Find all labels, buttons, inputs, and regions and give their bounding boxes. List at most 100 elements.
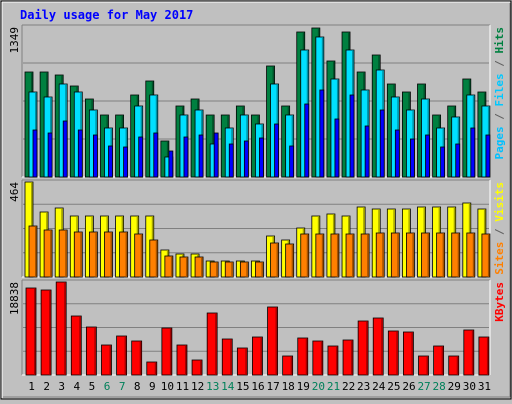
bar-shade-sites-day-4: [80, 233, 82, 277]
bar-sites-day-17: [270, 242, 279, 278]
x-tick-label-18: 18: [282, 380, 295, 393]
bar-sites-day-5: [88, 231, 98, 278]
bar-shade-kbytes-day-5: [94, 328, 96, 375]
legend-entry-1: /: [493, 107, 506, 127]
bar-shade-sites-day-8: [140, 235, 143, 277]
bar-shade-sites-day-31: [487, 235, 490, 277]
bar-pages-day-22: [349, 94, 355, 178]
legend-entry-2: Files: [493, 73, 506, 106]
bar-sites-day-21: [330, 233, 340, 278]
bar-shade-kbytes-day-3: [64, 283, 66, 375]
bar-shade-sites-day-22: [352, 235, 354, 277]
x-tick-label-27: 27: [417, 380, 430, 393]
series-sites: [28, 225, 491, 278]
bar-kbytes-day-26: [403, 331, 414, 376]
bar-sites-day-13: [209, 261, 219, 278]
bar-shade-kbytes-day-25: [396, 332, 398, 375]
bar-pages-day-20: [319, 89, 325, 178]
bar-shade-kbytes-day-13: [215, 314, 217, 375]
bar-kbytes-day-8: [131, 340, 143, 376]
series-legend: KBytes: [493, 282, 506, 322]
bar-pages-day-12: [198, 134, 204, 178]
bar-shade-sites-day-28: [442, 234, 445, 277]
bar-sites-day-10: [164, 255, 174, 278]
bar-pages-day-1: [32, 129, 38, 178]
bar-kbytes-day-11: [176, 344, 188, 376]
bar-sites-day-28: [436, 232, 446, 278]
panel-visits-sites: 464 Sites / Visits: [8, 179, 506, 278]
chart-panels: 1349 Pages / Files / Hits 464 Sites / Visit…: [8, 24, 506, 376]
legend-entry-3: /: [493, 54, 506, 74]
bar-kbytes-day-31: [478, 336, 490, 376]
bar-sites-day-7: [119, 231, 128, 278]
bar-sites-day-20: [315, 233, 325, 278]
bar-kbytes-day-10: [161, 327, 173, 376]
bar-shade-kbytes-day-7: [124, 337, 127, 375]
bar-shade-sites-day-26: [412, 234, 414, 277]
bar-shade-sites-day-30: [472, 234, 475, 277]
bar-sites-day-6: [104, 231, 113, 278]
bar-kbytes-day-5: [85, 326, 97, 376]
x-tick-label-16: 16: [251, 380, 264, 393]
x-tick-label-31: 31: [478, 380, 491, 393]
bar-pages-day-21: [334, 118, 340, 178]
legend-entry-0: KBytes: [493, 282, 506, 322]
bar-shade-kbytes-day-26: [411, 333, 413, 375]
bar-pages-day-31: [485, 134, 491, 178]
bar-sites-day-15: [239, 261, 249, 278]
bar-shade-sites-day-16: [261, 263, 263, 277]
x-tick-label-22: 22: [342, 380, 355, 393]
bar-shade-kbytes-day-2: [49, 291, 51, 375]
bar-pages-day-25: [394, 129, 400, 178]
bar-kbytes-day-1: [25, 287, 37, 376]
bar-shade-kbytes-day-28: [441, 347, 444, 375]
bar-kbytes-day-16: [252, 336, 263, 376]
bar-shade-sites-day-17: [276, 244, 279, 277]
bar-shade-kbytes-day-15: [245, 349, 247, 375]
chart-title: Daily usage for May 2017: [20, 8, 193, 22]
bar-sites-day-25: [390, 232, 400, 278]
bar-shade-kbytes-day-16: [260, 338, 262, 375]
bar-shade-kbytes-day-24: [381, 319, 383, 375]
bar-pages-day-24: [379, 109, 385, 178]
series-legend: Sites / Visits: [493, 182, 506, 275]
bar-kbytes-day-13: [206, 312, 218, 376]
x-tick-label-23: 23: [357, 380, 370, 393]
bar-shade-sites-day-23: [367, 235, 369, 277]
bar-pages-day-30: [470, 127, 476, 178]
x-tick-label-28: 28: [433, 380, 446, 393]
bar-shade-kbytes-day-4: [79, 317, 81, 375]
bar-kbytes-day-3: [55, 281, 67, 376]
bar-shade-sites-day-27: [427, 234, 430, 277]
bar-shade-kbytes-day-14: [230, 340, 232, 375]
legend-entry-1: /: [493, 222, 506, 242]
bar-kbytes-day-17: [267, 306, 278, 376]
x-tick-label-8: 8: [134, 380, 141, 393]
bar-shade-kbytes-day-29: [456, 357, 459, 375]
bar-sites-day-24: [375, 232, 385, 278]
bar-pages-day-2: [47, 132, 53, 178]
series-kbytes: [25, 281, 490, 376]
x-tick-label-11: 11: [176, 380, 189, 393]
bar-shade-kbytes-day-22: [351, 341, 353, 375]
x-tick-label-17: 17: [266, 380, 279, 393]
y-max-label: 1349: [8, 27, 21, 54]
panel-kbytes: 18838 KBytes: [8, 279, 506, 376]
bar-pages-day-17: [274, 123, 279, 178]
legend-entry-4: Hits: [493, 27, 506, 54]
bar-shade-sites-day-10: [170, 257, 173, 277]
bar-shade-sites-day-2: [50, 231, 52, 277]
series-pages: [32, 89, 491, 178]
bar-shade-kbytes-day-21: [335, 347, 338, 375]
bar-shade-kbytes-day-31: [486, 338, 489, 375]
bar-pages-day-6: [108, 145, 113, 178]
bar-sites-day-29: [451, 232, 461, 278]
bar-shade-sites-day-19: [306, 235, 309, 277]
bar-shade-sites-day-3: [65, 231, 67, 277]
bar-sites-day-12: [194, 256, 204, 278]
bar-shade-sites-day-15: [246, 263, 248, 277]
bar-shade-sites-day-12: [201, 258, 203, 277]
x-tick-label-9: 9: [149, 380, 156, 393]
bar-sites-day-2: [43, 229, 53, 278]
x-tick-label-10: 10: [161, 380, 174, 393]
